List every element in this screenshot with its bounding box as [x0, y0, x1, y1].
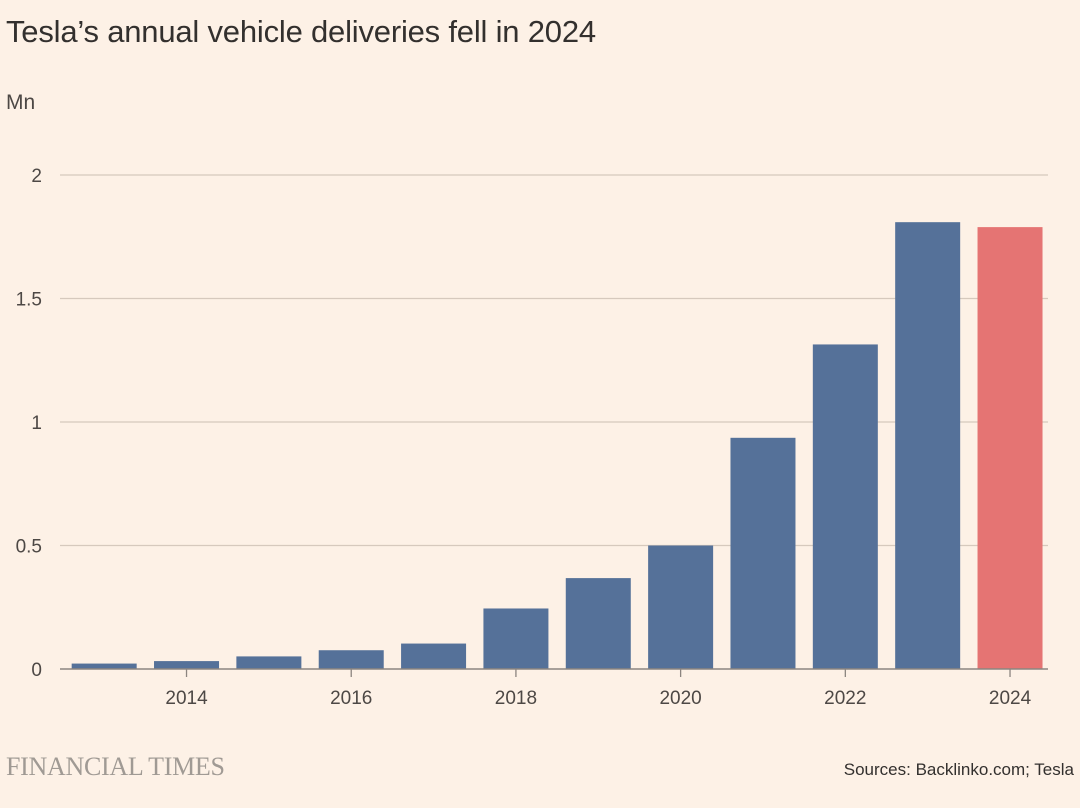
y-tick-label: 1.5 — [16, 290, 42, 311]
x-tick-label: 2014 — [165, 688, 208, 709]
bar-2013 — [71, 663, 137, 669]
bars — [71, 222, 1043, 669]
bar-2024 — [977, 227, 1043, 669]
bar-2014 — [154, 661, 220, 669]
x-tick-label: 2020 — [659, 688, 701, 709]
bar-2018 — [483, 608, 549, 669]
gridlines — [60, 174, 1048, 547]
bar-2020 — [648, 545, 714, 669]
bar-2021 — [730, 437, 796, 669]
bar-2023 — [895, 222, 961, 669]
axes: 0 0.5 1 1.5 2 2014 2016 2018 2020 2022 2024 — [16, 166, 1048, 709]
y-tick-label: 1 — [31, 413, 42, 434]
bar-2015 — [236, 656, 302, 669]
source-note: Sources: Backlinko.com; Tesla — [843, 760, 1074, 779]
bar-2022 — [812, 344, 878, 669]
x-tick-label: 2024 — [989, 688, 1032, 709]
chart-title: Tesla’s annual vehicle deliveries fell i… — [6, 14, 596, 49]
y-tick-label: 2 — [31, 166, 42, 187]
bar-2016 — [318, 650, 384, 669]
financial-times-logo: FINANCIAL TIMES — [6, 752, 225, 781]
x-tick-label: 2016 — [330, 688, 372, 709]
y-axis-unit-label: Mn — [6, 91, 36, 114]
x-tick-label: 2018 — [495, 688, 537, 709]
bar-2017 — [401, 643, 467, 669]
y-tick-label: 0.5 — [16, 537, 42, 558]
x-tick-label: 2022 — [824, 688, 866, 709]
bar-2019 — [565, 578, 631, 669]
y-tick-label: 0 — [31, 660, 42, 681]
